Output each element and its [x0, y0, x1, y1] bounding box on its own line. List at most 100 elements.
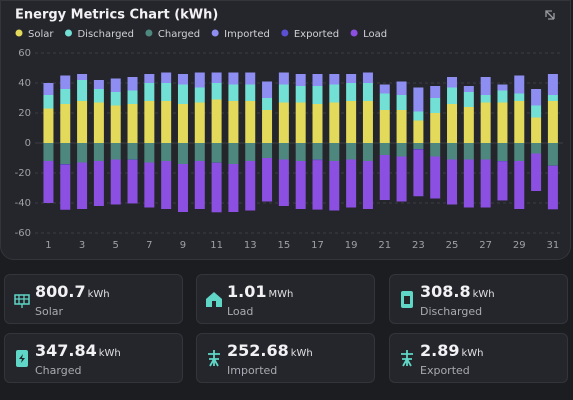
bar-segment	[312, 143, 323, 160]
x-tick-label: 23	[412, 240, 425, 251]
bar-segment	[430, 156, 441, 199]
bar-segment	[295, 161, 306, 209]
bar-segment	[480, 77, 491, 95]
metric-label: Discharged	[420, 305, 483, 318]
bar-segment	[463, 159, 474, 208]
bar-segment	[346, 101, 357, 143]
bar-segment	[379, 110, 390, 143]
metric-icon	[401, 291, 413, 308]
x-tick-label: 27	[479, 240, 492, 251]
bar-segment	[514, 143, 525, 161]
bar-segment	[329, 161, 340, 211]
bar-segment	[497, 161, 508, 201]
bar-segment	[531, 105, 542, 118]
bar-segment	[144, 143, 155, 163]
bar-segment	[430, 86, 441, 98]
y-tick-label: 20	[18, 108, 31, 119]
bar-segment	[245, 72, 256, 85]
bar-segment	[312, 159, 323, 161]
bar-segment	[379, 155, 390, 200]
bar-segment	[127, 104, 138, 143]
bar-segment	[110, 159, 121, 205]
metric-value: 800.7 kWh	[35, 282, 110, 301]
metric-value: 308.8 kWh	[420, 282, 495, 301]
legend-marker	[211, 29, 219, 37]
bar-segment	[278, 143, 289, 160]
expand-button[interactable]	[545, 10, 555, 20]
bar-segment	[531, 117, 542, 143]
x-tick-label: 11	[210, 240, 223, 251]
metric-card: 800.7 kWh Solar	[4, 274, 183, 324]
bar-segment	[447, 77, 458, 88]
x-tick-label: 5	[113, 240, 119, 251]
bar-segment	[161, 161, 172, 209]
bar-segment	[177, 84, 188, 104]
bar-segment	[228, 72, 239, 85]
bar-segment	[262, 98, 273, 110]
bar-segment	[161, 101, 172, 143]
x-tick-label: 1	[45, 240, 51, 251]
metric-icon	[208, 350, 220, 367]
bar-segment	[497, 102, 508, 143]
bar-segment	[228, 84, 239, 101]
legend-label: Solar	[28, 29, 54, 40]
bar-segment	[514, 101, 525, 143]
bar-segment	[480, 95, 491, 103]
metric-number: 2.89	[420, 341, 460, 360]
bar-segment	[362, 83, 373, 101]
metric-icon	[206, 292, 222, 307]
x-tick-label: 25	[446, 240, 459, 251]
metric-value: 2.89 kWh	[420, 341, 484, 360]
bar-segment	[245, 143, 256, 161]
bar-segment	[93, 161, 104, 206]
bar-segment	[547, 95, 558, 101]
bar-segment	[161, 72, 172, 83]
legend-label: Discharged	[77, 29, 133, 40]
legend-marker	[350, 29, 358, 37]
bar-segment	[77, 101, 88, 143]
bar-segment	[77, 143, 88, 163]
bar-segment	[413, 143, 424, 149]
bar-segment	[346, 83, 357, 101]
bar-segment	[245, 101, 256, 143]
bar-segment	[295, 86, 306, 103]
bar-segment	[144, 162, 155, 208]
bar-segment	[430, 98, 441, 113]
metric-value: 252.68 kWh	[227, 341, 313, 360]
bar-segment	[43, 95, 54, 109]
metric-number: 1.01	[227, 282, 267, 301]
bar-segment	[278, 84, 289, 103]
metric-card: 347.84 kWh Charged	[4, 333, 183, 383]
bar-segment	[211, 99, 222, 143]
bar-segment	[396, 110, 407, 143]
bar-segment	[228, 164, 239, 212]
bar-segment	[110, 92, 121, 106]
bar-segment	[110, 143, 121, 160]
bar-segment	[60, 104, 71, 143]
bar-segment	[463, 107, 474, 143]
bar-segment	[43, 108, 54, 143]
y-tick-label: -60	[15, 228, 31, 239]
legend-label: Imported	[224, 29, 270, 40]
bar-segment	[194, 143, 205, 161]
bar-segment	[211, 162, 222, 213]
bar-segment	[531, 153, 542, 191]
bar-segment	[194, 87, 205, 103]
bar-segment	[110, 105, 121, 143]
bar-segment	[447, 104, 458, 143]
bar-segment	[463, 143, 474, 160]
bar-segment	[312, 74, 323, 86]
x-tick-label: 7	[146, 240, 152, 251]
chart-title: Energy Metrics Chart (kWh)	[15, 8, 218, 23]
bar-segment	[211, 143, 222, 163]
bar-segment	[60, 89, 71, 104]
bar-segment	[245, 161, 256, 211]
bar-segment	[295, 102, 306, 143]
y-tick-label: 0	[25, 138, 31, 149]
bar-segment	[413, 120, 424, 143]
bar-segment	[93, 80, 104, 89]
bar-segment	[60, 143, 71, 164]
bar-segment	[547, 101, 558, 143]
bar-segment	[413, 111, 424, 121]
